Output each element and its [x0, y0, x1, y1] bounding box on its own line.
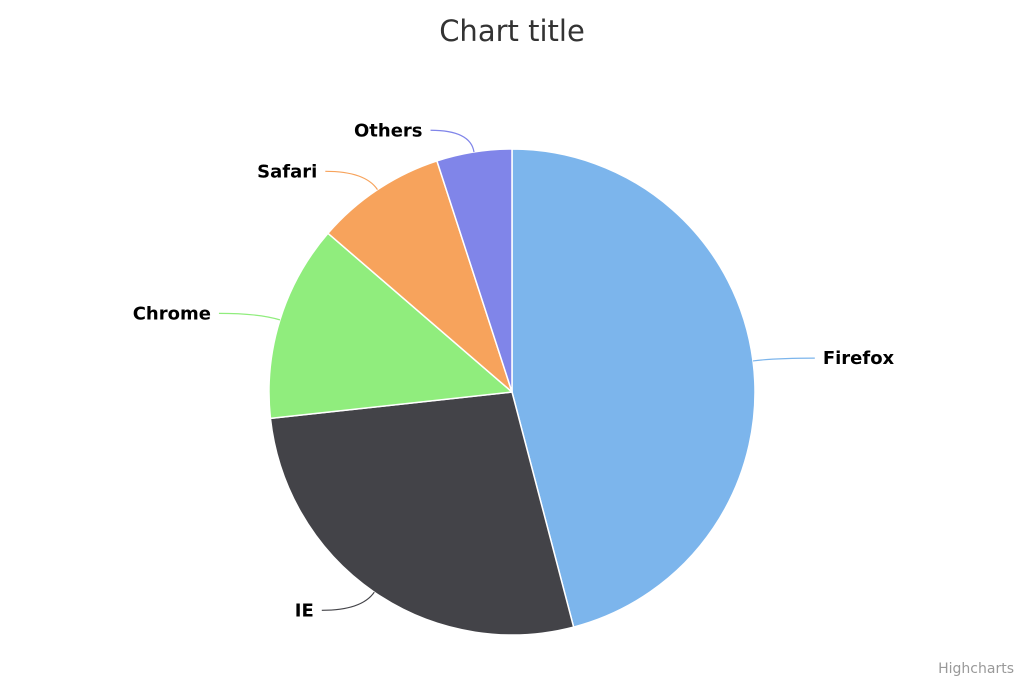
label-connector-firefox — [752, 357, 815, 362]
slice-labels: Firefox IE Chrome Safari Others — [133, 120, 895, 621]
label-connector-chrome — [218, 312, 281, 321]
slice-label-ie: IE — [295, 600, 314, 621]
pie-slice-safari[interactable] — [327, 160, 513, 393]
pie-slices — [268, 148, 756, 636]
label-connectors — [218, 129, 815, 611]
label-connector-others — [430, 129, 475, 153]
slice-label-chrome: Chrome — [133, 303, 211, 324]
label-connector-ie — [321, 591, 375, 611]
label-connector-safari — [325, 170, 378, 190]
chart-title: Chart title — [439, 14, 585, 48]
slice-label-firefox: Firefox — [823, 348, 895, 369]
pie-slice-firefox[interactable] — [511, 148, 756, 628]
slice-label-others: Others — [354, 120, 423, 141]
pie-slice-ie[interactable] — [269, 391, 575, 636]
credits-link[interactable]: Highcharts — [938, 661, 1014, 677]
slice-label-safari: Safari — [257, 161, 317, 182]
